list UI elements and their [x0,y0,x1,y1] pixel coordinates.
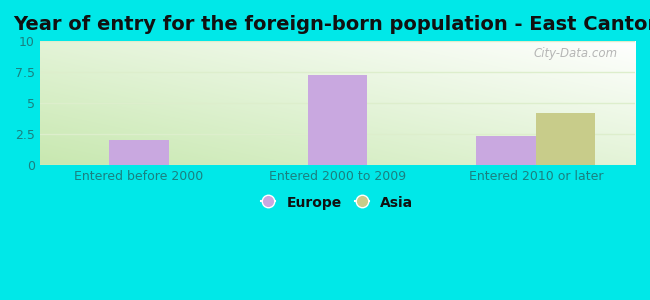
Bar [109,140,169,165]
Legend: Europe, Asia: Europe, Asia [261,196,413,210]
Title: Year of entry for the foreign-born population - East Canton: Year of entry for the foreign-born popul… [13,15,650,34]
Bar [476,136,536,165]
Text: City-Data.com: City-Data.com [533,47,617,60]
Bar [307,74,367,165]
Bar [536,113,595,165]
